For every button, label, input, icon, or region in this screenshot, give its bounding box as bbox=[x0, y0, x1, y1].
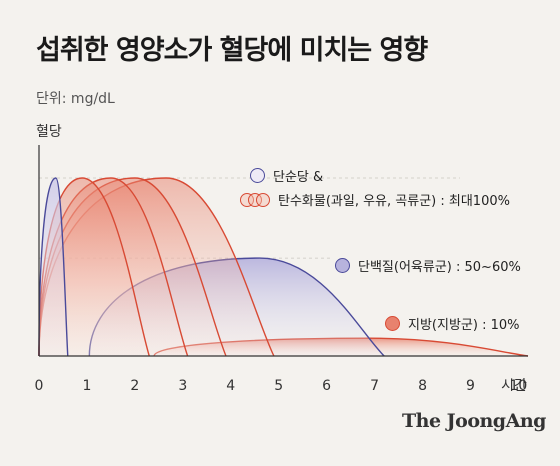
x-tick-label: 10 bbox=[509, 378, 527, 394]
protein-marker-icon bbox=[335, 258, 350, 273]
legend-label: 단백질(어육류군) : 50~60% bbox=[358, 260, 521, 275]
legend-protein: 단백질(어육류군) : 50~60% bbox=[335, 256, 521, 275]
x-tick-label: 8 bbox=[418, 378, 427, 394]
chart-title: 섭취한 영양소가 혈당에 미치는 영향 bbox=[36, 35, 428, 66]
legend-label: 지방(지방군) : 10% bbox=[408, 318, 520, 333]
x-tick-label: 0 bbox=[35, 378, 44, 394]
legend-label: 탄수화물(과일, 우유, 곡류군) : 최대100% bbox=[278, 194, 510, 209]
legend-fat: 지방(지방군) : 10% bbox=[385, 314, 519, 333]
chart-unit: 단위: mg/dL bbox=[36, 91, 115, 107]
brand-logo-text: The JoongAng bbox=[402, 410, 546, 432]
y-axis-label: 혈당 bbox=[36, 124, 62, 140]
x-axis-label: 시간 bbox=[501, 378, 527, 394]
x-tick-label: 9 bbox=[466, 378, 475, 394]
legend-label: 단순당 & bbox=[273, 170, 324, 185]
legend-simple-sugar: 단순당 & bbox=[250, 166, 323, 185]
x-tick-label: 4 bbox=[226, 378, 235, 394]
x-tick-label: 3 bbox=[178, 378, 187, 394]
fat-marker-icon bbox=[385, 316, 400, 331]
x-tick-label: 2 bbox=[130, 378, 139, 394]
x-tick-label: 5 bbox=[274, 378, 283, 394]
x-tick-label: 7 bbox=[370, 378, 379, 394]
x-tick-label: 6 bbox=[322, 378, 331, 394]
legend-carbohydrate: 탄수화물(과일, 우유, 곡류군) : 최대100% bbox=[240, 190, 510, 209]
triple-circle-icon bbox=[240, 192, 272, 207]
simple-carb-curve-0 bbox=[38, 177, 69, 357]
simple-sugar-marker-icon bbox=[250, 168, 265, 183]
x-tick-label: 1 bbox=[82, 378, 91, 394]
